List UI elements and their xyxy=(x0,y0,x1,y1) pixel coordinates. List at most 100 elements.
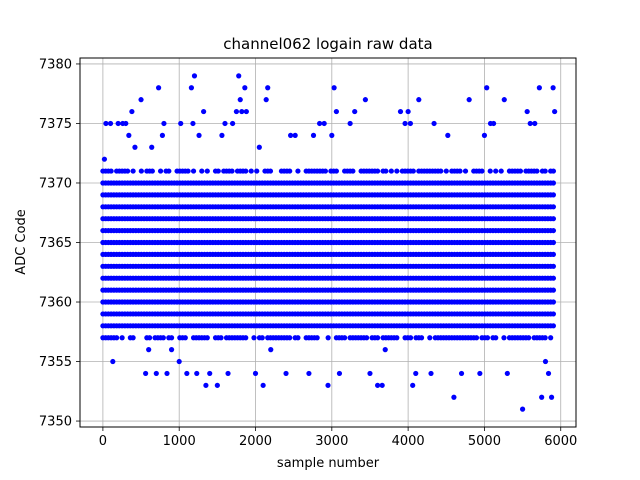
outlier-point xyxy=(256,144,262,150)
data-point xyxy=(550,204,557,210)
outlier-point xyxy=(288,132,294,138)
data-point xyxy=(350,168,356,174)
outlier-point xyxy=(196,132,202,138)
outlier-point xyxy=(159,132,166,138)
data-point xyxy=(243,335,249,341)
outlier-point xyxy=(242,85,248,91)
outlier-point xyxy=(310,132,317,138)
outlier-point xyxy=(306,370,312,377)
outlier-point xyxy=(236,73,242,79)
data-point xyxy=(166,168,172,174)
outlier-point xyxy=(178,120,184,127)
data-point xyxy=(160,335,166,341)
data-point xyxy=(410,168,416,174)
x-tick-label: 2000 xyxy=(239,434,272,449)
data-point xyxy=(542,168,548,174)
x-tick-label: 5000 xyxy=(468,434,501,449)
outlier-point xyxy=(110,358,116,365)
outlier-point xyxy=(352,108,358,115)
outlier-point xyxy=(239,108,245,115)
outlier-point xyxy=(527,120,533,127)
data-point xyxy=(534,168,540,174)
x-tick-label: 4000 xyxy=(392,434,425,449)
data-point xyxy=(498,168,504,174)
data-point xyxy=(254,168,260,174)
x-tick-label: 0 xyxy=(99,434,107,449)
outlier-point xyxy=(191,73,198,79)
outlier-point xyxy=(138,97,144,103)
data-point xyxy=(114,335,120,341)
outlier-point xyxy=(143,370,149,377)
data-point xyxy=(438,168,444,174)
outlier-point xyxy=(265,85,271,91)
outlier-point xyxy=(445,132,451,138)
outlier-point xyxy=(539,394,545,400)
y-tick-label: 7365 xyxy=(39,236,72,251)
data-point xyxy=(218,335,224,341)
data-point xyxy=(418,335,425,341)
data-point xyxy=(243,168,249,174)
data-point xyxy=(146,335,153,341)
outlier-point xyxy=(336,370,343,377)
outlier-point xyxy=(153,370,159,377)
outlier-point xyxy=(410,382,416,388)
data-point xyxy=(493,168,499,174)
outlier-point xyxy=(362,97,368,103)
outlier-point xyxy=(428,370,434,377)
data-point xyxy=(550,287,557,293)
data-point xyxy=(204,168,210,174)
data-point xyxy=(333,168,339,174)
outlier-point xyxy=(329,132,335,138)
outlier-point xyxy=(260,382,266,388)
axis-ticks: 0 1000 2000 3000 4000 5000 6000 7350 7355 7360 736… xyxy=(39,57,577,449)
data-point xyxy=(295,335,301,341)
data-point xyxy=(407,335,414,341)
data-point xyxy=(493,335,499,341)
outlier-point xyxy=(407,120,414,127)
data-point xyxy=(215,168,221,174)
outlier-point xyxy=(188,85,195,91)
data-point xyxy=(149,168,155,174)
outlier-point xyxy=(325,382,331,388)
data-point xyxy=(427,335,433,341)
outlier-point xyxy=(201,108,207,115)
data-point xyxy=(479,168,485,174)
data-point xyxy=(325,335,331,341)
outlier-point xyxy=(451,394,457,400)
outlier-point xyxy=(184,370,190,377)
data-point xyxy=(550,263,557,269)
data-point xyxy=(550,299,557,305)
data-point xyxy=(443,168,449,174)
data-point xyxy=(484,335,491,341)
outlier-point xyxy=(149,144,155,150)
data-point xyxy=(550,251,557,258)
data-point xyxy=(548,335,554,341)
outlier-point xyxy=(484,85,490,91)
data-point xyxy=(550,216,557,222)
data-point xyxy=(473,335,480,341)
outlier-point xyxy=(382,347,388,353)
data-point xyxy=(550,275,557,281)
data-point xyxy=(295,168,301,174)
outlier-point xyxy=(115,120,121,127)
outlier-point xyxy=(161,120,167,127)
outlier-point xyxy=(532,120,538,127)
outlier-point xyxy=(317,120,323,127)
data-point xyxy=(487,168,493,174)
outlier-point xyxy=(519,406,526,412)
data-point xyxy=(383,168,389,174)
data-point xyxy=(550,192,557,198)
data-point xyxy=(322,168,329,174)
x-tick-label: 3000 xyxy=(315,434,348,449)
outlier-point xyxy=(252,370,259,377)
data-point xyxy=(550,227,557,234)
data-point xyxy=(462,168,469,174)
outlier-point xyxy=(542,358,549,365)
data-point xyxy=(526,335,532,341)
data-point xyxy=(457,168,463,174)
data-point xyxy=(130,168,136,174)
data-point xyxy=(204,335,210,341)
outlier-point xyxy=(375,382,381,388)
outlier-point xyxy=(263,97,269,103)
data-point xyxy=(267,168,274,174)
